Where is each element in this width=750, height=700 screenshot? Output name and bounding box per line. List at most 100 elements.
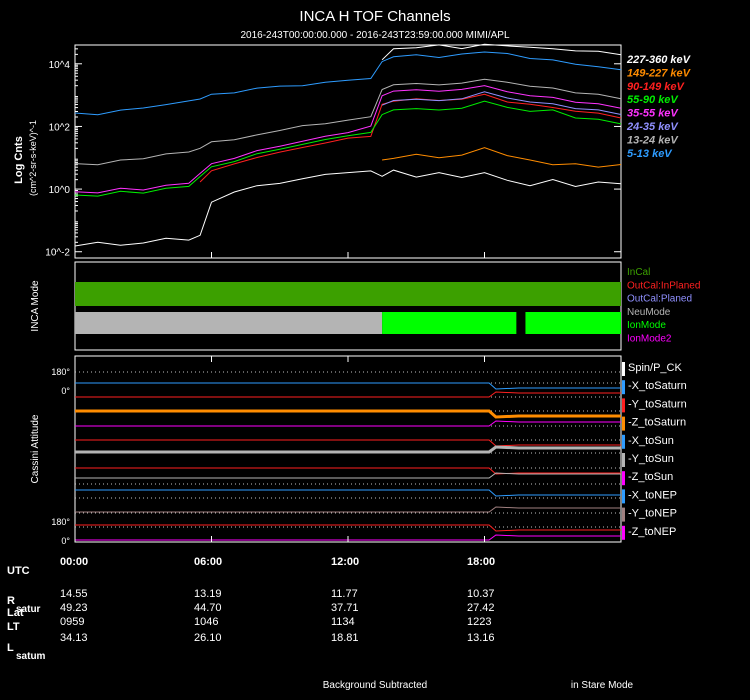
series-line-35-55-kev xyxy=(74,85,622,194)
x-tick-label: 06:00 xyxy=(194,556,222,568)
legend-entry: 55-90 keV xyxy=(627,94,679,106)
legend-entry: 149-227 keV xyxy=(627,67,692,79)
x-row-value: 1134 xyxy=(331,616,355,628)
flux-ylabel: Log Cnts xyxy=(13,136,25,184)
x-row-value: 26.10 xyxy=(194,632,222,644)
x-row-value: 13.16 xyxy=(467,632,495,644)
mode-legend-entry: OutCal:Planed xyxy=(627,294,692,305)
x-row-value: 1223 xyxy=(467,616,491,628)
x-row-value: 44.70 xyxy=(194,602,222,614)
attitude-line xyxy=(75,445,621,454)
x-row-sublabel: satur xyxy=(16,604,41,615)
utc-label: UTC xyxy=(7,565,30,577)
series-line-background xyxy=(74,169,622,247)
flux-ytick-label: 10^4 xyxy=(49,60,71,71)
x-row-value: 0959 xyxy=(60,616,84,628)
mode-legend-entry: IonMode2 xyxy=(627,334,672,345)
legend-entry: 13-24 keV xyxy=(627,134,679,146)
attitude-legend-entry: -Z_toSaturn xyxy=(628,417,686,429)
mode-bar-neumode xyxy=(75,312,383,334)
attitude-panel: Spin/P_CK -X_toSaturn -Y_toSaturn -Z_toSatu… xyxy=(30,355,687,546)
x-row-label: L xyxy=(7,642,14,654)
mode-legend-entry: IonMode xyxy=(627,320,666,331)
footer-stare-mode: in Stare Mode xyxy=(571,680,634,691)
attitude-legend-swatch xyxy=(622,416,625,431)
x-row-value: 18.81 xyxy=(331,632,359,644)
mode-bar-ionmode xyxy=(382,312,517,334)
attitude-ytick-label: 180° xyxy=(51,517,70,527)
attitude-legend-entry: -Y_toSun xyxy=(628,453,674,465)
attitude-ytick-label: 0° xyxy=(61,386,70,396)
x-tick-label: 00:00 xyxy=(60,556,88,568)
series-line-13-24-kev xyxy=(74,78,622,166)
attitude-legend-swatch xyxy=(622,507,625,522)
legend-entry: 35-55 keV xyxy=(627,108,679,120)
footer-background-subtracted: Background Subtracted xyxy=(323,680,428,691)
attitude-ytick-label: 180° xyxy=(51,367,70,377)
attitude-line xyxy=(75,382,621,390)
x-row-label: Lat xyxy=(7,607,24,619)
attitude-legend-entry: -X_toNEP xyxy=(628,489,677,501)
x-tick-label: 18:00 xyxy=(467,556,495,568)
attitude-line xyxy=(75,506,621,513)
x-row-value: 13.19 xyxy=(194,588,222,600)
legend-entry: 5-13 keV xyxy=(627,148,673,160)
chart-subtitle: 2016-243T00:00:00.000 - 2016-243T23:59:0… xyxy=(240,30,510,41)
attitude-legend-entry: -Y_toSaturn xyxy=(628,398,687,410)
attitude-line xyxy=(75,409,621,419)
attitude-line xyxy=(75,472,621,479)
attitude-legend-entry: -X_toSaturn xyxy=(628,380,687,392)
legend-entry: 227-360 keV xyxy=(626,54,692,66)
series-line-149-227-kev xyxy=(382,147,622,168)
attitude-line xyxy=(75,420,621,427)
flux-ytick-label: 10^-2 xyxy=(45,248,70,259)
attitude-legend-swatch xyxy=(622,398,625,413)
mode-legend-entry: NeuMode xyxy=(627,307,671,318)
x-row-value: 34.13 xyxy=(60,632,88,644)
flux-ytick-label: 10^0 xyxy=(49,185,71,196)
x-row-value: 37.71 xyxy=(331,602,359,614)
x-row-value: 11.77 xyxy=(331,588,358,600)
attitude-legend-swatch xyxy=(622,362,625,376)
attitude-legend-swatch xyxy=(622,471,625,486)
mode-panel: InCal OutCal:InPlaned OutCal:Planed NeuMode… xyxy=(30,261,700,351)
x-row-label: R xyxy=(7,595,15,607)
mode-bar-ionmode xyxy=(525,312,621,334)
mode-bar-incal xyxy=(75,282,621,306)
attitude-line xyxy=(75,391,621,398)
mode-ylabel: INCA Mode xyxy=(30,280,41,332)
attitude-line xyxy=(75,489,621,497)
series-line-55-90-kev xyxy=(74,100,622,197)
legend-entry: 90-149 keV xyxy=(627,81,686,93)
attitude-legend-entry: -Z_toSun xyxy=(628,471,673,483)
attitude-legend-entry: -Z_toNEP xyxy=(628,526,676,538)
mode-legend-entry: InCal xyxy=(627,267,650,278)
flux-yunits: (cm^2-sr-s-keV)^-1 xyxy=(28,120,38,196)
attitude-legend-swatch xyxy=(622,434,625,449)
attitude-ytick-label: 0° xyxy=(61,536,70,546)
x-row-value: 1046 xyxy=(194,616,218,628)
attitude-line xyxy=(75,524,621,532)
attitude-ylabel: Cassini Attitude xyxy=(30,414,41,483)
flux-ytick-label: 10^2 xyxy=(49,122,71,133)
series-line-24-35-kev xyxy=(381,91,622,115)
attitude-legend-swatch xyxy=(622,525,625,540)
attitude-legend-entry: -Y_toNEP xyxy=(628,508,677,520)
attitude-line xyxy=(75,534,621,541)
series-line-90-149-kev xyxy=(199,93,622,183)
x-row-value: 49.23 xyxy=(60,602,88,614)
attitude-legend-entry: -X_toSun xyxy=(628,435,674,447)
mode-legend-entry: OutCal:InPlaned xyxy=(627,280,700,291)
series-line-5-13-kev xyxy=(74,51,622,116)
x-row-label: LT xyxy=(7,621,20,633)
x-row-value: 14.55 xyxy=(60,588,88,600)
x-row-sublabel: satum xyxy=(16,651,46,662)
chart-title: INCA H TOF Channels xyxy=(299,8,450,25)
series-line-227-360-kev xyxy=(381,43,622,61)
x-row-value: 27.42 xyxy=(467,602,495,614)
attitude-legend-swatch xyxy=(622,489,625,504)
legend-entry: 24-35 keV xyxy=(626,121,679,133)
